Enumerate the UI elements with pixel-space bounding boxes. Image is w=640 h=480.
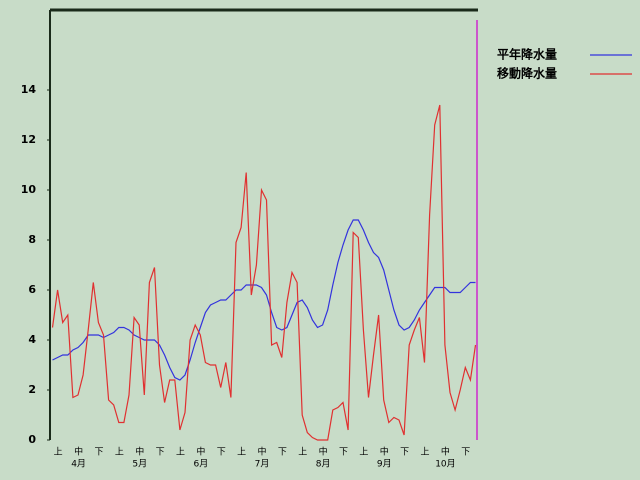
y-tick-label: 10 bbox=[21, 183, 37, 196]
month-label: 9月 bbox=[377, 459, 392, 470]
legend-label: 平年降水量 bbox=[497, 47, 557, 62]
x-tick-label: 下 bbox=[339, 448, 348, 458]
x-tick-label: 上 bbox=[359, 447, 368, 458]
month-label: 5月 bbox=[132, 459, 147, 470]
x-tick-label: 下 bbox=[217, 448, 226, 458]
x-tick-label: 上 bbox=[421, 447, 430, 458]
x-tick-label: 下 bbox=[278, 448, 287, 458]
y-tick-label: 0 bbox=[28, 433, 36, 446]
x-tick-label: 中 bbox=[74, 446, 83, 458]
x-tick-label: 中 bbox=[135, 446, 144, 458]
x-tick-label: 中 bbox=[319, 446, 328, 458]
legend-label: 移動降水量 bbox=[497, 66, 557, 81]
x-tick-label: 上 bbox=[237, 447, 246, 458]
x-tick-label: 上 bbox=[176, 447, 185, 458]
month-label: 4月 bbox=[71, 459, 86, 470]
month-label: 8月 bbox=[316, 459, 331, 470]
y-tick-label: 12 bbox=[21, 133, 36, 146]
y-tick-label: 6 bbox=[28, 283, 36, 296]
x-tick-label: 下 bbox=[156, 448, 165, 458]
y-tick-label: 8 bbox=[28, 233, 36, 246]
x-tick-label: 下 bbox=[400, 448, 409, 458]
month-label: 6月 bbox=[193, 459, 208, 470]
y-tick-label: 2 bbox=[28, 383, 36, 396]
x-tick-label: 上 bbox=[54, 447, 63, 458]
month-label: 10月 bbox=[435, 459, 455, 470]
y-tick-label: 14 bbox=[21, 83, 37, 96]
x-tick-label: 中 bbox=[441, 446, 450, 458]
y-tick-label: 4 bbox=[28, 333, 36, 346]
x-tick-label: 中 bbox=[257, 446, 266, 458]
x-tick-label: 下 bbox=[461, 448, 470, 458]
x-tick-label: 上 bbox=[298, 447, 307, 458]
x-tick-label: 下 bbox=[94, 448, 103, 458]
series-line bbox=[52, 219, 476, 381]
series-line bbox=[51, 104, 477, 441]
x-tick-label: 中 bbox=[196, 446, 205, 458]
month-label: 7月 bbox=[255, 459, 270, 470]
x-tick-label: 上 bbox=[115, 447, 124, 458]
x-tick-label: 中 bbox=[380, 446, 389, 458]
